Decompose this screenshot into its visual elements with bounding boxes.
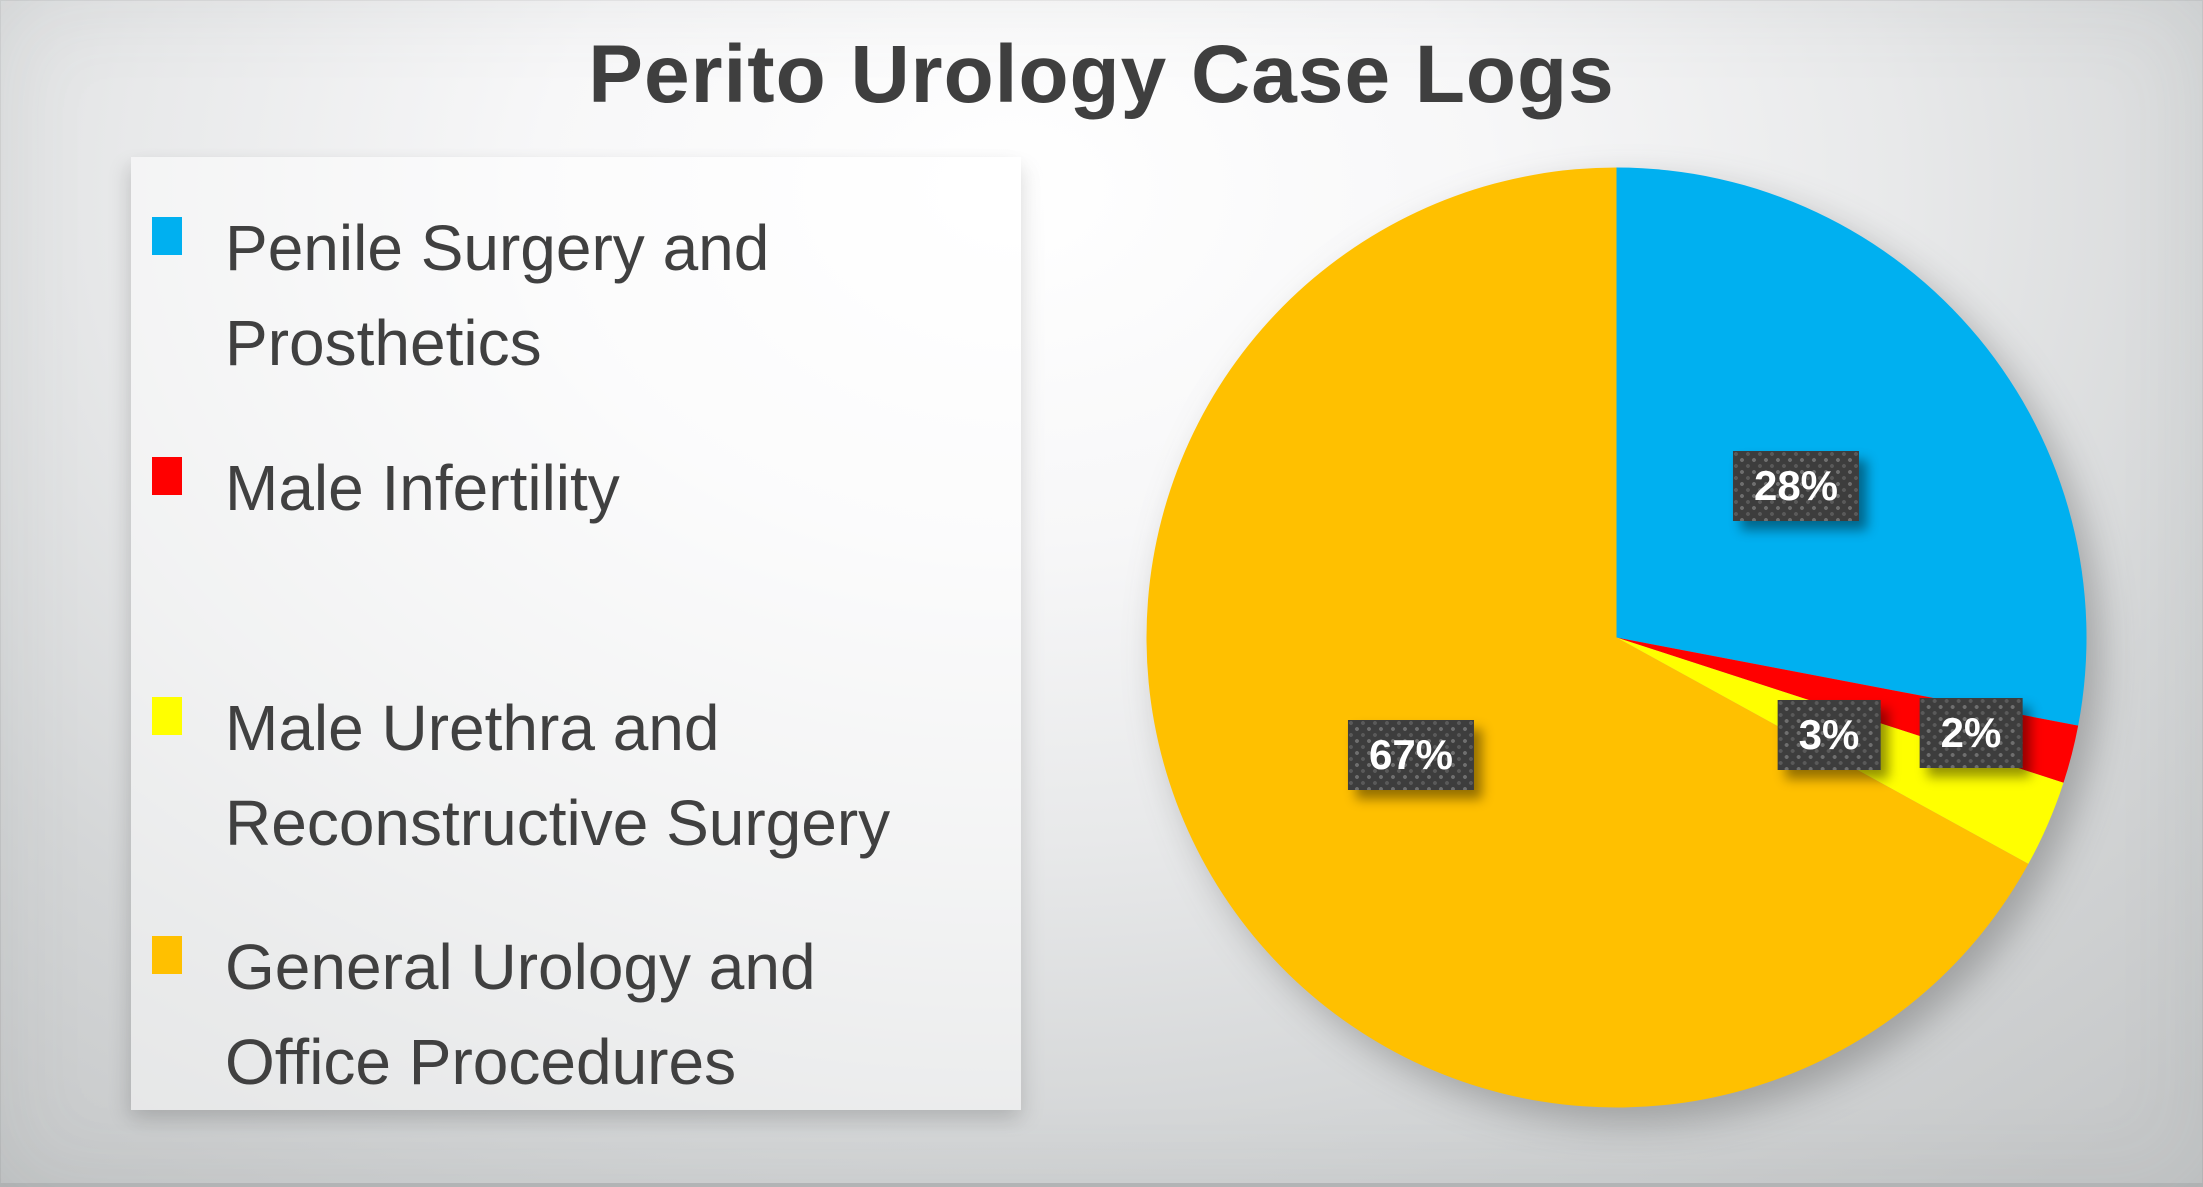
legend-label: General Urology and Office Procedures: [225, 931, 816, 1098]
legend-item-general-urology: General Urology and Office Procedures: [152, 920, 992, 1160]
legend-item-male-urethra: Male Urethra and Reconstructive Surgery: [152, 681, 992, 921]
data-label-2: 2%: [1920, 698, 2023, 768]
legend-label: Penile Surgery and Prosthetics: [225, 212, 770, 379]
data-label-28: 28%: [1733, 451, 1859, 521]
legend-swatch-blue: [152, 217, 182, 255]
legend-label: Male Infertility: [225, 452, 620, 524]
data-label-67: 67%: [1348, 720, 1474, 790]
legend-label: Male Urethra and Reconstructive Surgery: [225, 692, 891, 859]
legend-item-male-infertility: Male Infertility: [152, 441, 992, 681]
legend-panel: Penile Surgery and Prosthetics Male Infe…: [131, 157, 1021, 1110]
chart-title: Perito Urology Case Logs: [588, 29, 1615, 120]
legend-swatch-gold: [152, 936, 182, 974]
legend-swatch-yellow: [152, 697, 182, 735]
legend-swatch-red: [152, 457, 182, 495]
pie-slice-3: [1146, 167, 2029, 1108]
legend-item-penile-surgery: Penile Surgery and Prosthetics: [152, 201, 992, 441]
data-label-3: 3%: [1778, 700, 1881, 770]
pie-slice-0: [1616, 167, 2087, 726]
